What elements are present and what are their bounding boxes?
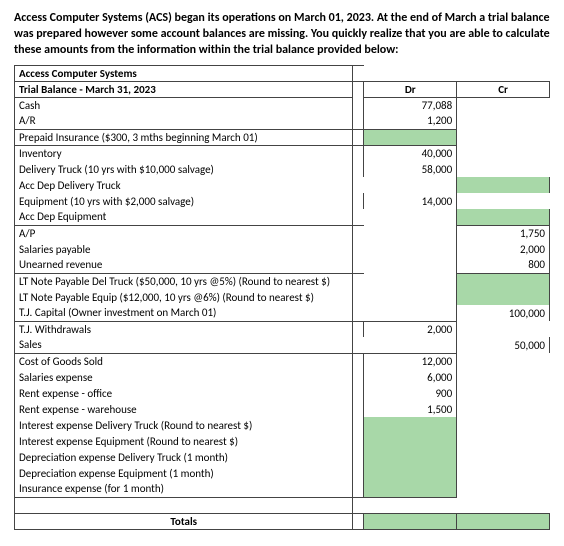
row-label: Unearned revenue [15, 257, 353, 273]
dr-cell [364, 129, 457, 145]
dr-cell: 14,000 [364, 193, 457, 209]
row-label: A/R [15, 113, 353, 129]
row-label: Interest expense Equipment (Round to nea… [15, 433, 353, 449]
intro-paragraph: Access Computer Systems (ACS) began its … [14, 10, 550, 59]
dr-cell [364, 209, 457, 225]
cr-cell [457, 481, 550, 497]
row-label: Sales [15, 337, 353, 353]
cr-cell [457, 385, 550, 401]
dr-cell [364, 433, 457, 449]
row-label: Delivery Truck (10 yrs with $10,000 salv… [15, 161, 353, 177]
dr-cell: 58,000 [364, 161, 457, 177]
totals-cr [457, 513, 550, 529]
col-header-cr: Cr [457, 81, 550, 97]
dr-cell [364, 225, 457, 241]
dr-cell: 40,000 [364, 145, 457, 161]
tb-title: Trial Balance - March 31, 2023 [15, 81, 353, 97]
row-label: Cost of Goods Sold [15, 353, 353, 369]
row-label: Inventory [15, 145, 353, 161]
dr-cell: 2,000 [364, 321, 457, 337]
dr-cell: 1,200 [364, 113, 457, 129]
row-label: Depreciation expense Delivery Truck (1 m… [15, 449, 353, 465]
row-label: LT Note Payable Del Truck ($50,000, 10 y… [15, 273, 353, 289]
company-name: Access Computer Systems [15, 65, 353, 81]
cr-cell [457, 433, 550, 449]
cr-cell [457, 177, 550, 193]
dr-cell [364, 257, 457, 273]
cr-cell [457, 353, 550, 369]
cr-cell: 50,000 [457, 337, 550, 353]
cr-cell [457, 129, 550, 145]
cr-cell [457, 401, 550, 417]
cr-cell [457, 97, 550, 113]
cr-cell [457, 145, 550, 161]
row-label: Equipment (10 yrs with $2,000 salvage) [15, 193, 353, 209]
cr-cell [457, 289, 550, 305]
intro-bold: Access Computer Systems (ACS) began its … [14, 11, 550, 57]
cr-cell: 800 [457, 257, 550, 273]
row-label: Prepaid Insurance ($300, 3 mths beginnin… [15, 129, 353, 145]
dr-cell [364, 337, 457, 353]
cr-cell: 2,000 [457, 241, 550, 257]
dr-cell: 900 [364, 385, 457, 401]
dr-cell [364, 273, 457, 289]
dr-cell [364, 449, 457, 465]
row-label: Insurance expense (for 1 month) [15, 481, 353, 497]
col-header-dr: Dr [364, 81, 457, 97]
row-label: Acc Dep Equipment [15, 209, 353, 225]
dr-cell: 12,000 [364, 353, 457, 369]
dr-cell [364, 241, 457, 257]
dr-cell: 1,500 [364, 401, 457, 417]
cr-cell [457, 449, 550, 465]
dr-cell: 6,000 [364, 369, 457, 385]
row-label: T.J. Withdrawals [15, 321, 353, 337]
row-label: LT Note Payable Equip ($12,000, 10 yrs @… [15, 289, 353, 305]
dr-cell [364, 417, 457, 433]
row-label: Depreciation expense Equipment (1 month) [15, 465, 353, 481]
cr-cell [457, 209, 550, 225]
dr-cell [364, 289, 457, 305]
dr-cell [364, 465, 457, 481]
cr-cell [457, 161, 550, 177]
dr-cell [364, 305, 457, 321]
totals-label: Totals [15, 513, 353, 529]
cr-cell [457, 465, 550, 481]
row-label: Salaries payable [15, 241, 353, 257]
row-label: Interest expense Delivery Truck (Round t… [15, 417, 353, 433]
row-label: Rent expense - warehouse [15, 401, 353, 417]
cr-cell: 1,750 [457, 225, 550, 241]
dr-cell: 77,088 [364, 97, 457, 113]
row-label: Acc Dep Delivery Truck [15, 177, 353, 193]
cr-cell [457, 417, 550, 433]
trial-balance-table: Access Computer Systems Trial Balance - … [14, 65, 550, 530]
dr-cell [364, 177, 457, 193]
cr-cell [457, 113, 550, 129]
cr-cell: 100,000 [457, 305, 550, 321]
row-label: Rent expense - office [15, 385, 353, 401]
cr-cell [457, 369, 550, 385]
row-label: Salaries expense [15, 369, 353, 385]
row-label: A/P [15, 225, 353, 241]
cr-cell [457, 193, 550, 209]
cr-cell [457, 273, 550, 289]
row-label: T.J. Capital (Owner investment on March … [15, 305, 353, 321]
totals-dr [364, 513, 457, 529]
cr-cell [457, 321, 550, 337]
row-label: Cash [15, 97, 353, 113]
dr-cell [364, 481, 457, 497]
